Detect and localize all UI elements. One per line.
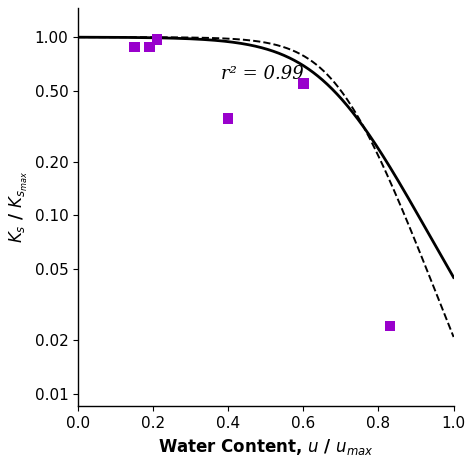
Y-axis label: $K_s$ / $K_{s_{max}}$: $K_s$ / $K_{s_{max}}$ xyxy=(9,172,30,243)
Text: r² = 0.99: r² = 0.99 xyxy=(221,65,303,83)
Point xyxy=(153,36,161,43)
Point xyxy=(225,115,232,122)
Point xyxy=(300,80,307,87)
Point xyxy=(131,43,138,51)
X-axis label: Water Content, $u$ / $u_{max}$: Water Content, $u$ / $u_{max}$ xyxy=(158,437,374,457)
Point xyxy=(442,418,450,425)
Point xyxy=(146,43,153,51)
Point xyxy=(386,322,393,330)
